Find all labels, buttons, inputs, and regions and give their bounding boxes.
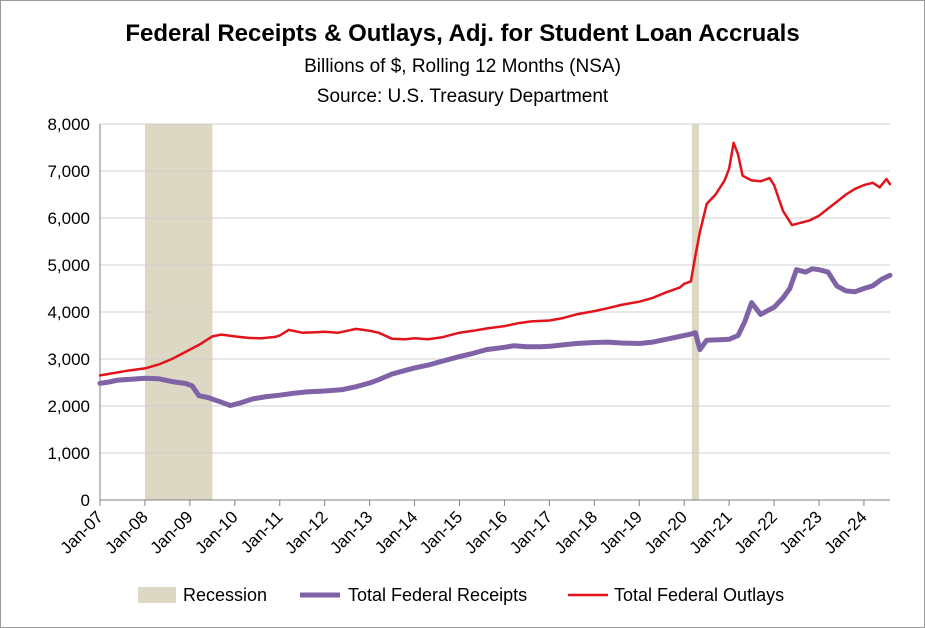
x-tick-label: Jan-17	[506, 507, 556, 557]
y-tick-label: 3,000	[47, 350, 90, 369]
x-tick-label: Jan-20	[641, 507, 691, 557]
x-tick-label: Jan-23	[776, 507, 826, 557]
y-tick-label: 2,000	[47, 397, 90, 416]
y-tick-label: 1,000	[47, 444, 90, 463]
x-tick-label: Jan-11	[237, 507, 286, 556]
x-tick-label: Jan-16	[461, 507, 511, 557]
chart-source: Source: U.S. Treasury Department	[316, 86, 609, 107]
x-tick-label: Jan-13	[326, 507, 376, 557]
x-tick-label: Jan-07	[57, 507, 107, 557]
x-tick-label: Jan-19	[596, 507, 646, 557]
chart-subtitle: Billions of $, Rolling 12 Months (NSA)	[304, 56, 621, 77]
legend-outlays-label: Total Federal Outlays	[614, 585, 784, 605]
outlays-line	[98, 141, 892, 377]
legend-recession-swatch	[138, 587, 176, 603]
legend-recession-label: Recession	[183, 585, 267, 605]
x-tick-label: Jan-09	[147, 507, 197, 557]
x-tick-label: Jan-15	[416, 507, 466, 557]
y-tick-label: 4,000	[47, 303, 90, 322]
receipts-line	[97, 266, 893, 408]
legend-receipts-label: Total Federal Receipts	[348, 585, 527, 605]
x-tick-label: Jan-18	[551, 507, 601, 557]
x-tick-label: Jan-14	[371, 507, 421, 557]
y-tick-label: 6,000	[47, 209, 90, 228]
chart-title: Federal Receipts & Outlays, Adj. for Stu…	[125, 20, 800, 47]
x-tick-label: Jan-21	[686, 507, 736, 557]
x-tick-label: Jan-10	[191, 507, 241, 557]
y-tick-label: 7,000	[47, 162, 90, 181]
x-tick-label: Jan-12	[281, 507, 331, 557]
x-tick-label: Jan-24	[821, 507, 871, 557]
y-tick-label: 0	[81, 491, 90, 510]
x-tick-label: Jan-22	[731, 507, 781, 557]
y-tick-label: 8,000	[47, 115, 90, 134]
y-tick-label: 5,000	[47, 256, 90, 275]
x-tick-label: Jan-08	[102, 507, 152, 557]
